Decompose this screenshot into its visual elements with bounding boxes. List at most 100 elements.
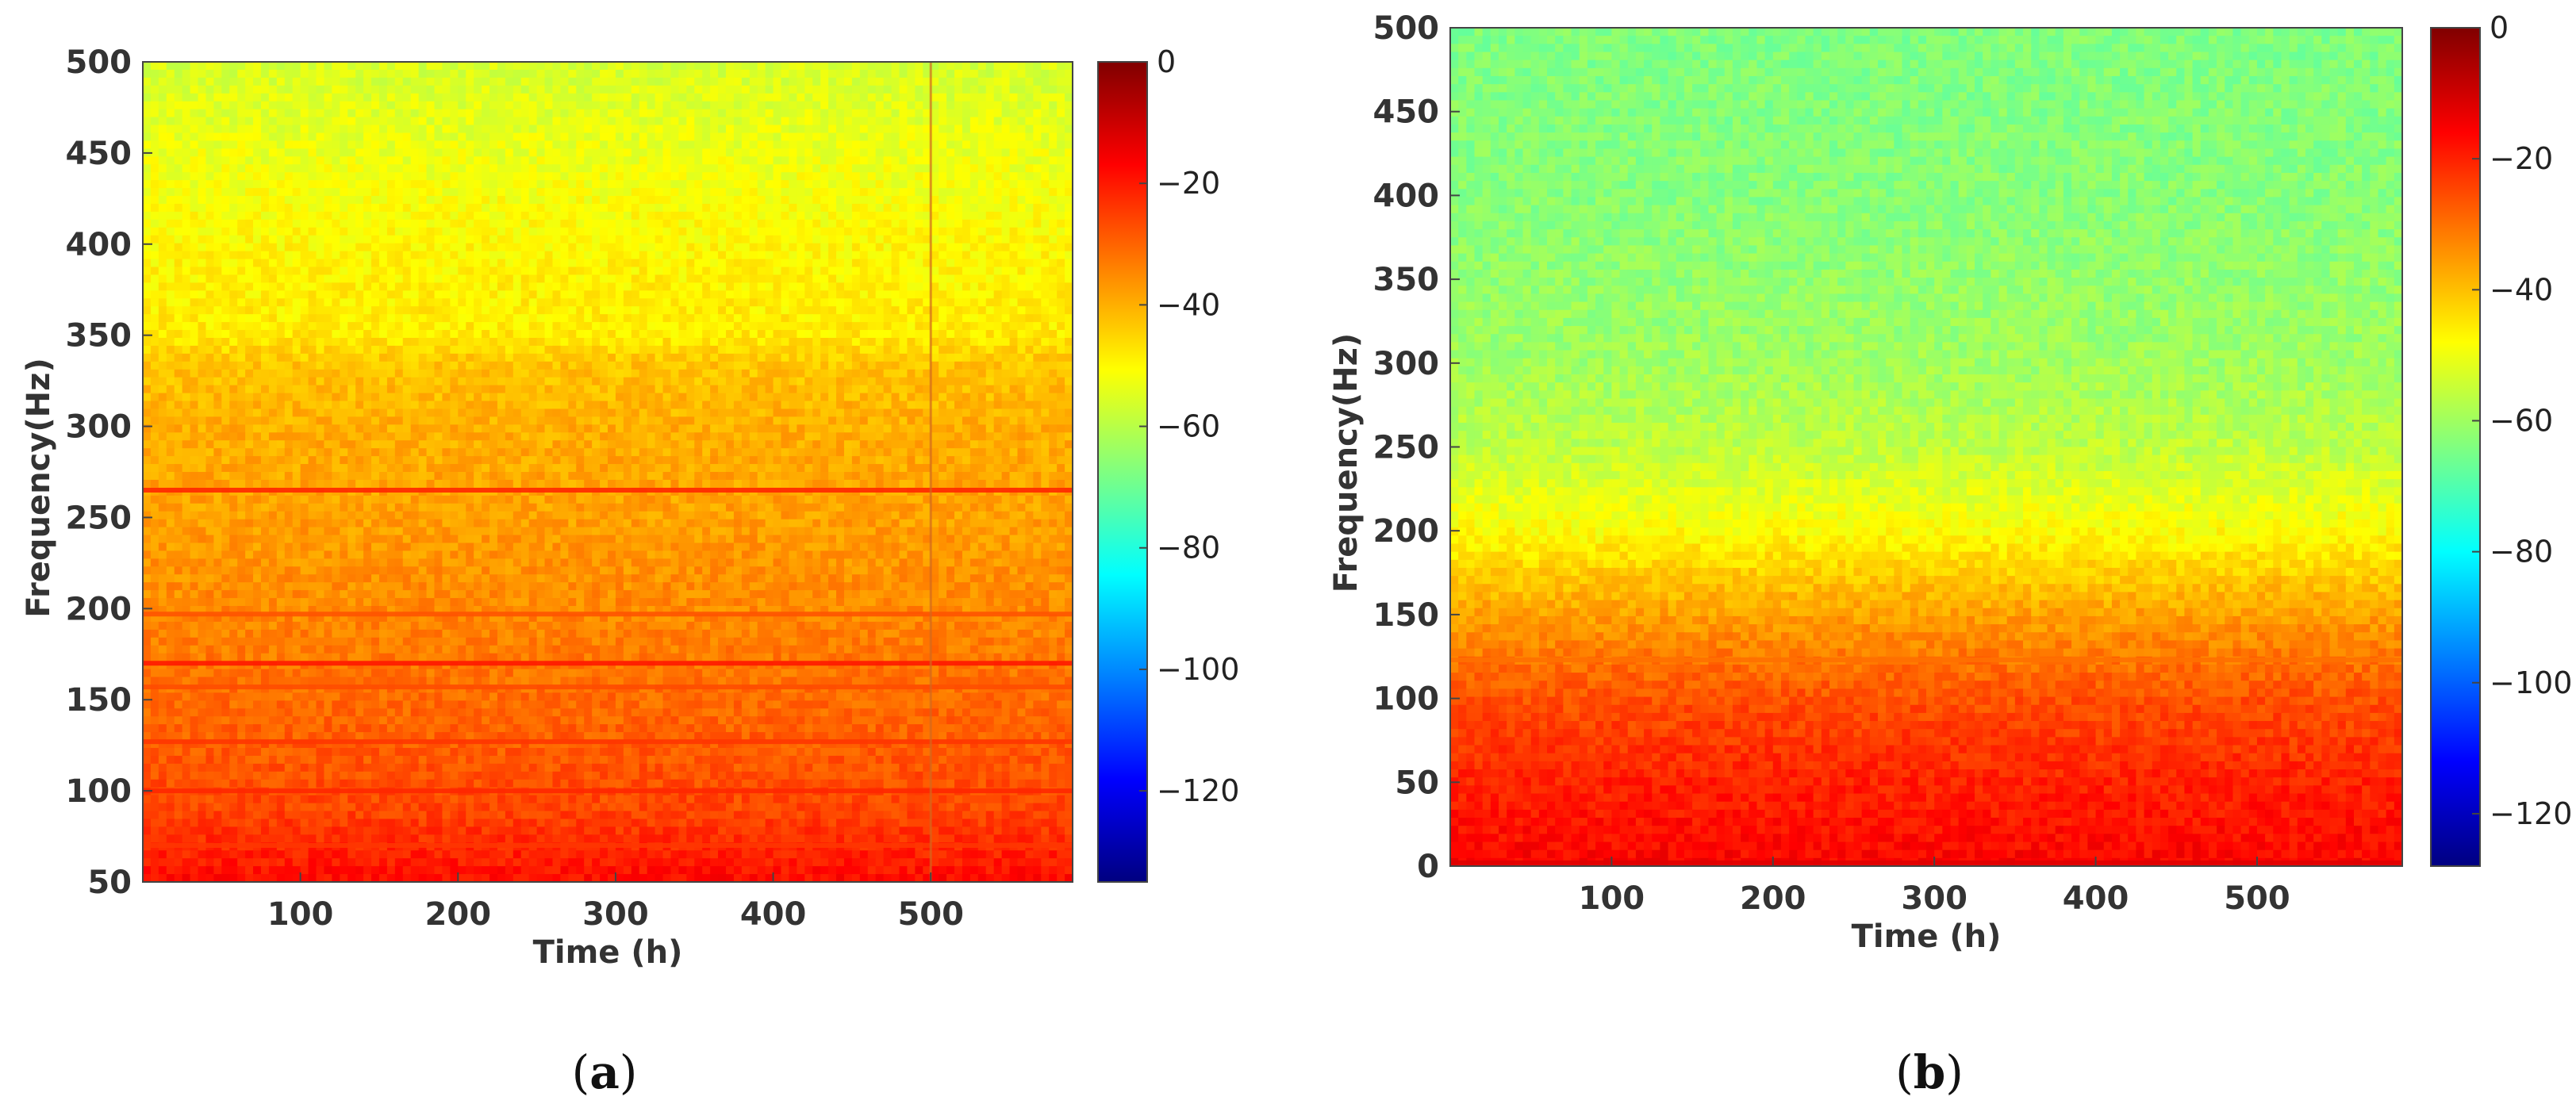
spectrogram-cell bbox=[836, 243, 845, 252]
spectrogram-cell bbox=[474, 251, 482, 260]
spectrogram-cell bbox=[615, 196, 624, 205]
spectrogram-cell bbox=[789, 353, 797, 362]
spectrogram-cell bbox=[378, 140, 388, 149]
spectrogram-cell bbox=[670, 172, 679, 181]
spectrogram-cell bbox=[647, 77, 656, 86]
spectrogram-cell bbox=[150, 101, 159, 110]
spectrogram-cell bbox=[426, 101, 436, 110]
spectrogram-cell bbox=[993, 148, 1003, 157]
spectrogram-cell bbox=[402, 282, 412, 291]
spectrogram-cell bbox=[867, 274, 877, 283]
spectrogram-cell bbox=[969, 369, 979, 378]
spectrogram-cell bbox=[560, 140, 569, 149]
spectrogram-cell bbox=[592, 243, 601, 252]
spectrogram-cell bbox=[718, 322, 727, 331]
spectrogram-cell bbox=[939, 148, 947, 157]
spectrogram-cell bbox=[378, 117, 388, 126]
spectrogram-cell bbox=[741, 227, 751, 236]
spectrogram-cell bbox=[560, 227, 569, 236]
spectrogram-cell bbox=[536, 180, 546, 189]
spectrogram-cell bbox=[923, 266, 931, 276]
spectrogram-cell bbox=[639, 125, 648, 134]
spectrogram-cell bbox=[402, 211, 412, 220]
spectrogram-cell bbox=[552, 298, 561, 307]
spectrogram-cell bbox=[670, 385, 679, 394]
spectrogram-cell bbox=[371, 196, 380, 205]
spectrogram-cell bbox=[600, 93, 608, 102]
spectrogram-cell bbox=[851, 77, 861, 86]
spectrogram-cell bbox=[253, 377, 262, 386]
spectrogram-cell bbox=[923, 377, 931, 386]
spectrogram-cell bbox=[253, 266, 262, 276]
spectrogram-cell bbox=[544, 330, 554, 339]
spectrogram-cell bbox=[363, 306, 372, 315]
spectrogram-cell bbox=[804, 306, 813, 315]
spectrogram-cell bbox=[528, 196, 538, 205]
spectrogram-cell bbox=[804, 322, 813, 331]
spectrogram-cell bbox=[686, 219, 695, 228]
spectrogram-cell bbox=[434, 274, 443, 283]
spectrogram-cell bbox=[647, 101, 656, 110]
spectrogram-cell bbox=[702, 290, 711, 299]
spectrogram-cell bbox=[733, 69, 743, 79]
spectrogram-cell bbox=[371, 62, 380, 71]
spectrogram-cell bbox=[394, 385, 404, 394]
spectrogram-cell bbox=[166, 282, 175, 291]
spectrogram-cell bbox=[757, 353, 766, 362]
spectrogram-cell bbox=[276, 85, 286, 94]
spectrogram-cell bbox=[568, 345, 577, 355]
spectrogram-cell bbox=[245, 172, 254, 181]
spectrogram-cell bbox=[520, 117, 530, 126]
spectrogram-cell bbox=[143, 243, 152, 252]
spectrogram-cell bbox=[931, 298, 939, 307]
spectrogram-cell bbox=[718, 156, 727, 165]
spectrogram-cell bbox=[568, 62, 577, 71]
spectrogram-cell bbox=[386, 93, 396, 102]
spectrogram-cell bbox=[166, 219, 175, 228]
spectrogram-cell bbox=[268, 203, 278, 213]
spectrogram-cell bbox=[474, 140, 482, 149]
spectrogram-cell bbox=[332, 345, 340, 355]
spectrogram-cell bbox=[292, 385, 301, 394]
spectrogram-cell bbox=[190, 117, 199, 126]
spectrogram-cell bbox=[859, 132, 869, 142]
spectrogram-cell bbox=[347, 282, 356, 291]
spectrogram-cell bbox=[528, 259, 538, 268]
spectrogram-cell bbox=[1049, 314, 1058, 323]
spectrogram-cell bbox=[378, 345, 388, 355]
spectrogram-cell bbox=[977, 369, 987, 378]
spectrogram-cell bbox=[308, 227, 317, 236]
spectrogram-cell bbox=[355, 235, 364, 244]
spectrogram-cell bbox=[371, 69, 380, 79]
spectrogram-cell bbox=[221, 393, 230, 402]
spectrogram-cell bbox=[915, 306, 923, 315]
spectrogram-cell bbox=[205, 290, 214, 299]
spectrogram-cell bbox=[615, 361, 624, 370]
spectrogram-cell bbox=[434, 259, 443, 268]
spectrogram-cell bbox=[820, 117, 829, 126]
spectrogram-cell bbox=[843, 353, 853, 362]
spectrogram-cell bbox=[678, 282, 687, 291]
spectrogram-cell bbox=[190, 69, 199, 79]
spectrogram-cell bbox=[1001, 211, 1011, 220]
spectrogram-cell bbox=[576, 377, 585, 386]
spectrogram-cell bbox=[655, 85, 664, 94]
spectrogram-cell bbox=[1065, 148, 1073, 157]
spectrogram-cell bbox=[875, 251, 885, 260]
spectrogram-cell bbox=[954, 298, 963, 307]
spectrogram-cell bbox=[867, 290, 877, 299]
spectrogram-cell bbox=[324, 85, 332, 94]
spectrogram-cell bbox=[394, 227, 404, 236]
spectrogram-cell bbox=[639, 219, 648, 228]
spectrogram-cell bbox=[347, 361, 356, 370]
spectrogram-cell bbox=[292, 69, 301, 79]
spectrogram-cell bbox=[458, 211, 466, 220]
spectrogram-cell bbox=[710, 211, 719, 220]
spectrogram-cell bbox=[434, 188, 443, 197]
spectrogram-cell bbox=[1065, 77, 1073, 86]
spectrogram-cell bbox=[505, 306, 514, 315]
spectrogram-cell bbox=[1041, 282, 1050, 291]
spectrogram-cell bbox=[962, 203, 971, 213]
spectrogram-cell bbox=[678, 274, 687, 283]
spectrogram-cell bbox=[883, 361, 893, 370]
